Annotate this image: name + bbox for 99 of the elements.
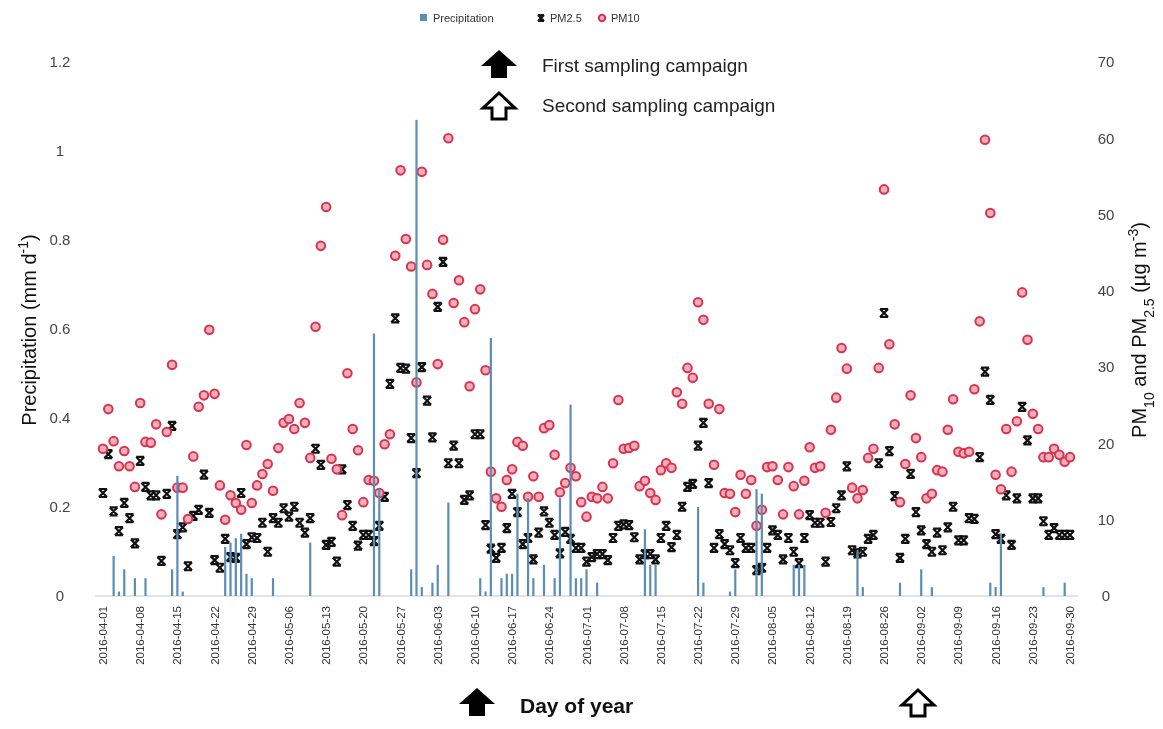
bar: [792, 564, 795, 596]
bar: [734, 569, 737, 596]
y-tick-label: 0.2: [49, 498, 71, 516]
bar: [170, 569, 174, 596]
bar: [484, 591, 487, 596]
x-tick-label: 2016-08-12: [803, 606, 816, 665]
bar: [654, 564, 657, 596]
legend-label: Precipitation: [433, 11, 494, 24]
bar: [410, 569, 413, 596]
x-axis-title: Day of year: [520, 694, 634, 717]
y2-tick-label: 60: [1097, 129, 1115, 147]
bar: [489, 337, 492, 596]
bar: [516, 493, 519, 596]
y2-tick-label: 70: [1097, 53, 1115, 71]
bar: [574, 578, 577, 596]
annotation: Second sampling campaign: [542, 95, 776, 116]
bar: [989, 582, 992, 596]
bar: [797, 564, 801, 596]
y-tick-label: 0.4: [49, 409, 71, 427]
x-tick-label: 2016-09-16: [989, 606, 1002, 665]
bar: [240, 533, 243, 596]
x-tick-label: 2016-05-06: [282, 606, 295, 665]
x-tick-label: 2016-07-08: [617, 606, 630, 665]
bar: [479, 578, 482, 596]
bar: [133, 578, 136, 596]
y2-tick-label: 50: [1097, 205, 1115, 223]
bar: [643, 529, 647, 596]
bar: [585, 569, 588, 596]
y2-tick-label: 40: [1097, 282, 1115, 300]
x-tick-label: 2016-07-15: [654, 606, 667, 665]
legend-label: PM10: [611, 11, 640, 24]
x-tick-label: 2016-09-09: [952, 606, 965, 665]
x-tick-label: 2016-06-10: [468, 606, 481, 665]
bar: [245, 573, 248, 596]
y-tick-label: 0: [55, 587, 65, 605]
x-tick-label: 2016-05-20: [357, 606, 370, 665]
legend-label: PM2.5: [550, 11, 582, 24]
y2-tick-label: 20: [1097, 434, 1115, 452]
x-tick-label: 2016-04-29: [245, 606, 258, 665]
bar: [553, 578, 556, 596]
y2-tick-label: 0: [1101, 587, 1111, 605]
bar: [649, 564, 652, 596]
x-tick-label: 2016-07-22: [692, 606, 705, 665]
bar: [309, 542, 312, 596]
x-tick-label: 2016-06-24: [543, 605, 556, 665]
bar: [112, 555, 115, 596]
bar: [920, 569, 923, 596]
y2-tick-label: 30: [1097, 358, 1115, 376]
y-tick-label: 1.2: [49, 53, 71, 71]
bar: [500, 578, 503, 596]
bar: [861, 587, 864, 596]
y-tick-label: 0.8: [49, 231, 71, 249]
bar: [224, 547, 227, 596]
bar: [271, 578, 275, 596]
bar: [596, 582, 599, 596]
bar: [930, 587, 933, 596]
x-tick-label: 2016-04-15: [171, 606, 184, 665]
bar: [898, 582, 902, 596]
bar: [144, 578, 147, 596]
bar: [994, 587, 997, 596]
annotation: First sampling campaign: [542, 55, 748, 76]
bar: [229, 542, 232, 596]
x-tick-label: 2016-05-13: [320, 606, 333, 665]
bar: [1042, 587, 1045, 596]
x-tick-label: 2016-07-01: [580, 606, 593, 665]
bar: [511, 573, 514, 596]
x-tick-label: 2016-06-03: [431, 606, 444, 665]
bar: [532, 578, 535, 596]
bar: [123, 569, 126, 596]
x-tick-label: 2016-09-30: [1064, 606, 1076, 665]
y-tick-label: 0.6: [49, 320, 71, 338]
bar: [1063, 582, 1066, 596]
x-tick-label: 2016-08-05: [766, 606, 779, 665]
bar: [702, 582, 705, 596]
bar: [856, 551, 859, 596]
x-tick-label: 2016-09-02: [915, 606, 928, 665]
bar: [803, 564, 806, 596]
x-tick-label: 2016-04-01: [97, 606, 109, 665]
bar: [431, 582, 434, 596]
bar: [250, 578, 253, 596]
bar: [447, 502, 450, 596]
x-tick-label: 2016-04-08: [134, 606, 147, 665]
x-tick-label: 2016-07-29: [729, 606, 742, 665]
x-tick-label: 2016-05-27: [394, 606, 407, 665]
x-tick-label: 2016-09-23: [1026, 606, 1039, 665]
bar: [234, 538, 237, 596]
y-tick-label: 1: [55, 142, 65, 160]
bar: [999, 533, 1003, 596]
x-tick-label: 2016-04-22: [208, 606, 221, 665]
x-tick-label: 2016-06-17: [506, 606, 519, 665]
x-tick-label: 2016-08-19: [840, 606, 853, 665]
y2-tick-label: 10: [1097, 510, 1115, 528]
bar: [696, 507, 700, 596]
bar: [542, 564, 546, 596]
bar: [436, 564, 439, 596]
bar: [505, 573, 508, 596]
x-tick-label: 2016-08-26: [878, 606, 891, 665]
bar: [580, 578, 583, 596]
bar: [420, 587, 423, 596]
